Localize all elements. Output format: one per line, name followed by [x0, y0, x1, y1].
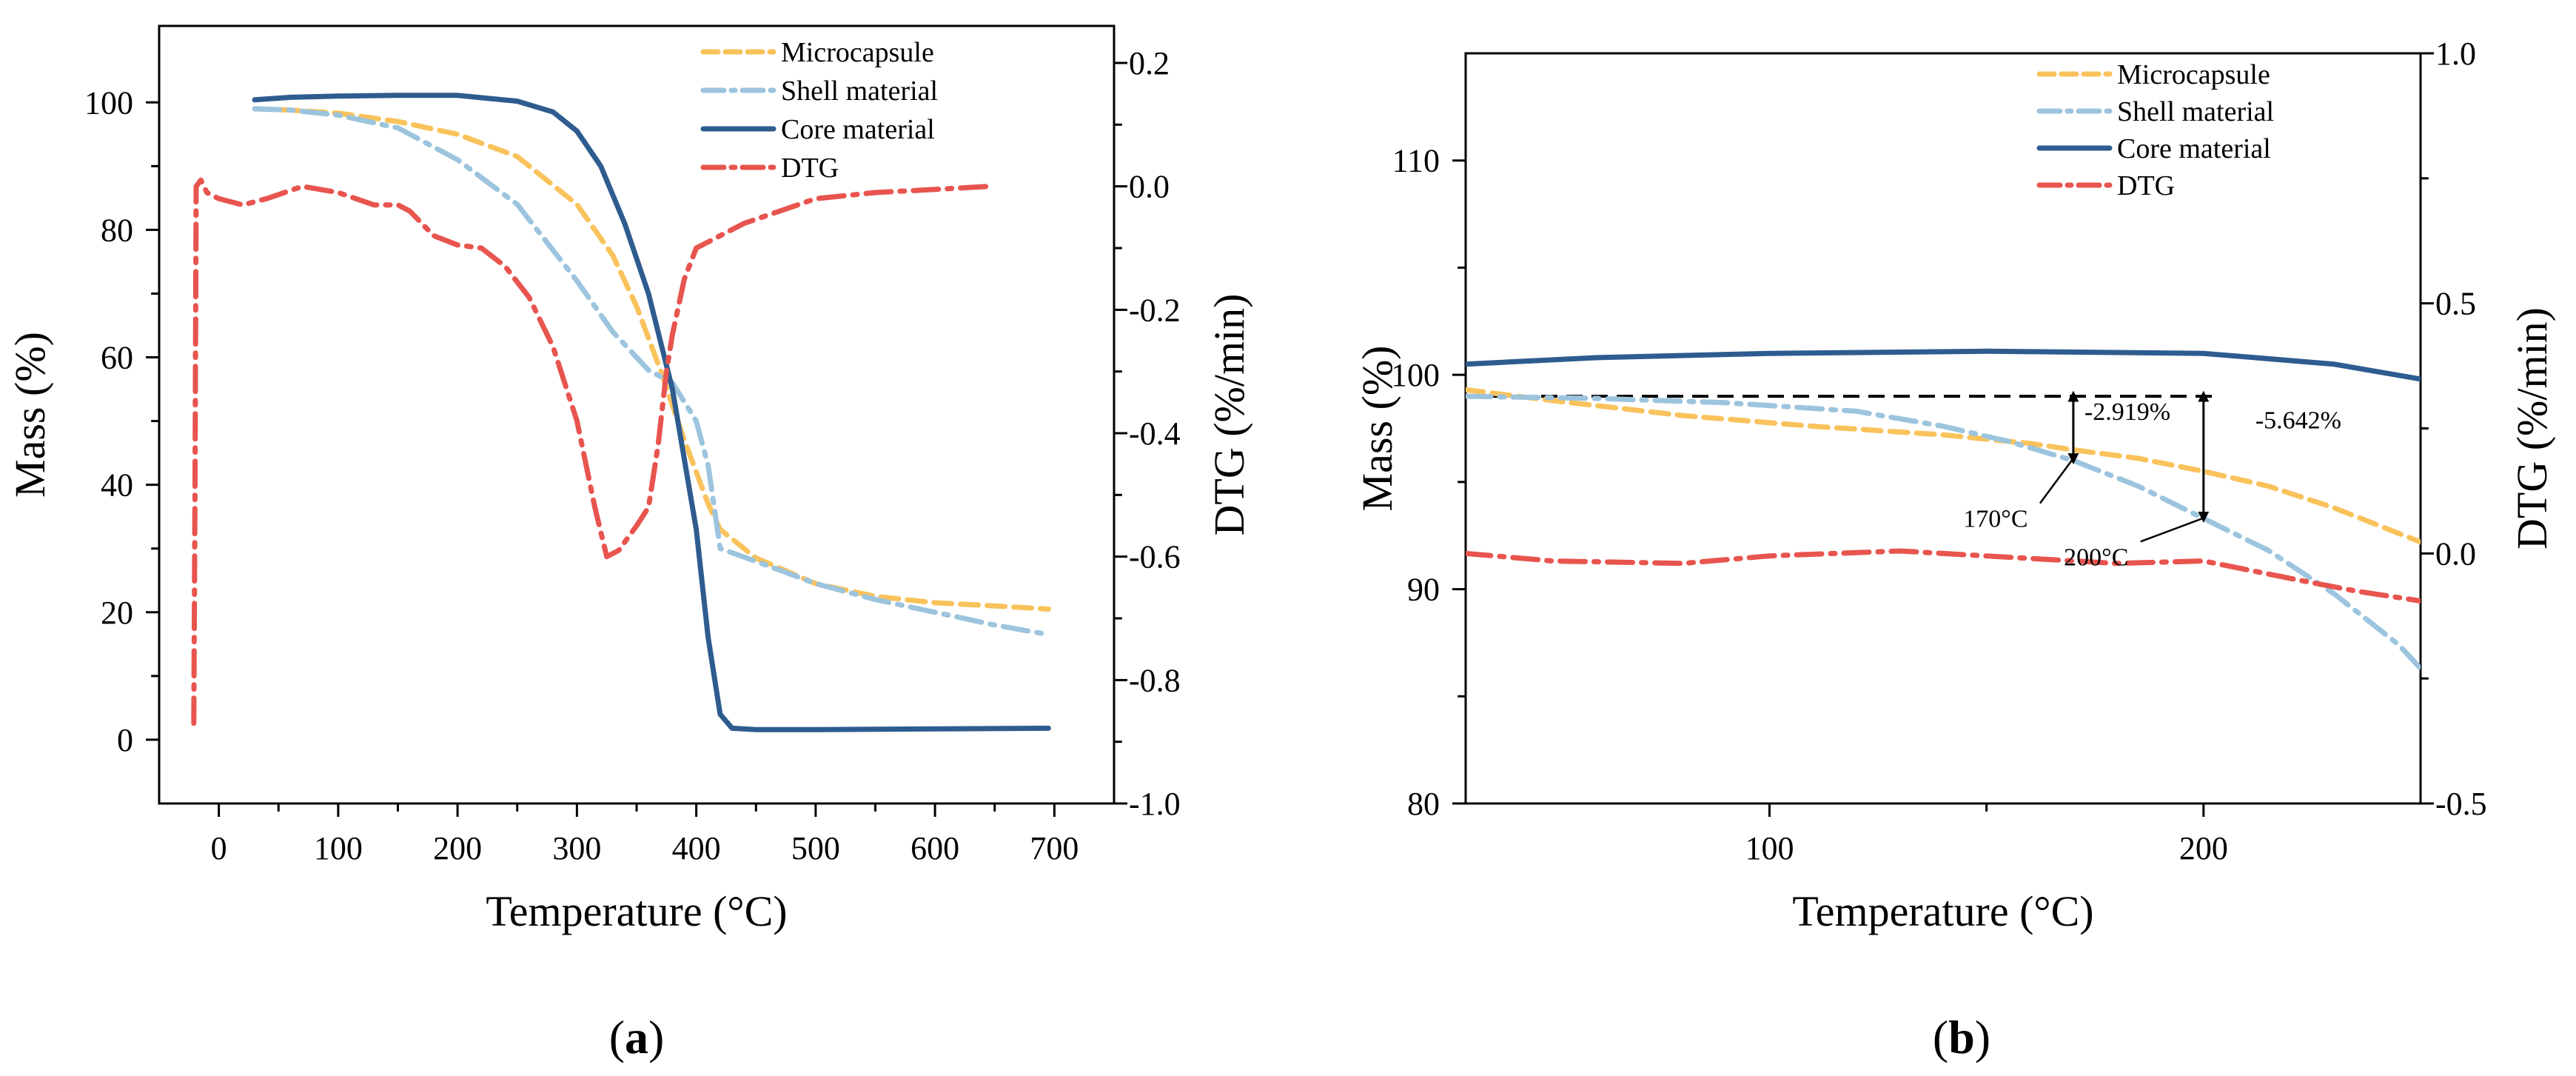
panel-label-letter: b — [1948, 1011, 1975, 1063]
y-tick-label: 100 — [1391, 357, 1440, 393]
legend-label-microcapsule: Microcapsule — [781, 37, 934, 68]
y2-tick-label: -0.6 — [1129, 539, 1181, 575]
panel-label: (b) — [1933, 1011, 1990, 1063]
y-tick-label: 80 — [101, 212, 133, 248]
legend-label-microcapsule: Microcapsule — [2117, 59, 2270, 90]
annotation-leader — [2140, 518, 2203, 543]
y-tick-label: 60 — [101, 340, 133, 376]
y2-axis-label: DTG (%/min) — [2508, 307, 2556, 549]
y2-axis-label: DTG (%/min) — [1205, 294, 1253, 536]
y-axis-label: Mass (%) — [1353, 346, 1401, 512]
y2-tick-label: -0.2 — [1129, 292, 1181, 328]
y2-tick-label: -0.4 — [1129, 415, 1181, 452]
y-tick-label: 20 — [101, 595, 133, 631]
plot-frame — [158, 24, 1116, 805]
annotation-ann-5642: -5.642% — [2255, 407, 2341, 435]
series-line-core — [252, 93, 1051, 732]
panel-label-letter: a — [625, 1011, 648, 1063]
chart-panel-a: 0 100 200 300 400 500 600 700 0 20 40 60 80 100 -1.0 -0… — [6, 24, 1253, 1063]
y-axis-label: Mass (%) — [6, 332, 54, 498]
legend-label-dtg: DTG — [2117, 170, 2175, 201]
y2-tick-label: -1.0 — [1129, 786, 1181, 822]
y2-tick-label: 1.0 — [2435, 36, 2476, 72]
series-group — [1466, 348, 2421, 672]
x-tick-label: 100 — [314, 830, 363, 866]
x-axis-label: Temperature (°C) — [486, 887, 787, 935]
y2-tick-label: 0.0 — [2435, 535, 2476, 572]
annotation-ann-170c: 170°C — [1963, 506, 2027, 533]
y2-tick-label: -0.8 — [1129, 662, 1181, 698]
y-tick-label: 110 — [1392, 143, 1440, 179]
y-tick-label: 100 — [84, 84, 133, 121]
series-line-dtg — [191, 177, 992, 726]
x-tick-label: 0 — [211, 830, 227, 866]
annotation-ann-200c: 200°C — [2064, 544, 2128, 571]
y2-tick-label: -0.5 — [2435, 786, 2487, 822]
y-tick-label: 40 — [101, 467, 133, 504]
y-tick-label: 90 — [1407, 572, 1440, 608]
legend-label-core: Core material — [2117, 133, 2271, 164]
x-tick-label: 500 — [791, 830, 840, 866]
legend-label-shell: Shell material — [2117, 96, 2274, 127]
legend-label-dtg: DTG — [781, 153, 839, 184]
x-axis-label: Temperature (°C) — [1792, 887, 2093, 935]
chart-panel-b: 100 200 80 90 100 110 -0.5 0.0 0.5 1.0 Temperature… — [1353, 36, 2556, 1063]
y-tick-label: 0 — [117, 722, 133, 758]
y2-tick-label: 0.2 — [1129, 45, 1170, 81]
legend-label-shell: Shell material — [781, 76, 938, 107]
x-tick-label: 400 — [672, 830, 721, 866]
x-tick-label: 600 — [910, 830, 959, 866]
x-tick-label: 100 — [1745, 830, 1794, 866]
series-line-dtg — [1466, 548, 2421, 604]
x-tick-label: 200 — [2179, 830, 2228, 866]
series-line-core — [1466, 348, 2421, 382]
series-line-microcapsule — [1466, 387, 2421, 545]
y-tick-label: 80 — [1407, 786, 1440, 822]
y2-tick-label: 0.5 — [2435, 286, 2476, 322]
annotation-ann-2919: -2.919% — [2084, 398, 2170, 426]
annotation-leader — [2039, 459, 2073, 504]
series-line-microcapsule — [252, 106, 1051, 612]
series-group — [191, 93, 1051, 732]
legend-label-core: Core material — [781, 114, 935, 145]
x-tick-label: 700 — [1030, 830, 1079, 866]
x-tick-label: 300 — [552, 830, 601, 866]
x-tick-label: 200 — [433, 830, 482, 866]
panel-label: (a) — [609, 1011, 665, 1063]
y2-tick-label: 0.0 — [1129, 169, 1170, 205]
